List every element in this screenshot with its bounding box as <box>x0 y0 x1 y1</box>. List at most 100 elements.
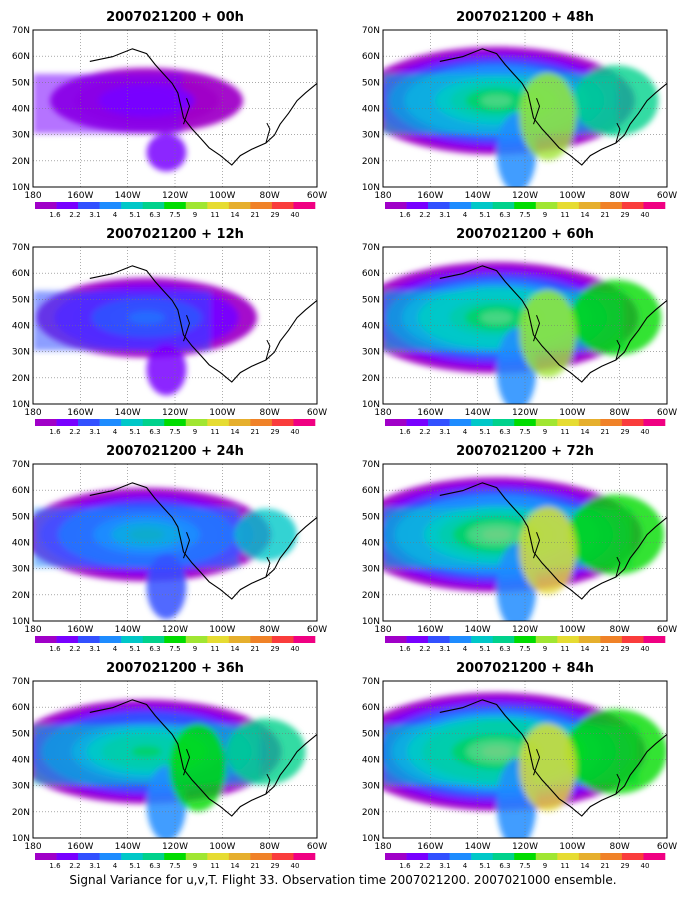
lon-tick-label: 140W <box>465 408 491 418</box>
colorbar-label: 21 <box>251 211 260 219</box>
lat-tick-label: 30N <box>12 782 30 792</box>
map-frame <box>382 463 668 622</box>
colorbar-label: 29 <box>271 211 280 219</box>
lon-tick-label: 60W <box>307 191 327 201</box>
colorbar-swatch <box>121 419 143 426</box>
colorbar-swatch <box>185 636 208 643</box>
lat-tick-label: 10N <box>12 183 30 193</box>
variance-east <box>567 494 665 575</box>
variance-field <box>383 692 667 838</box>
colorbar-swatch <box>250 636 273 643</box>
variance-field <box>33 487 298 620</box>
colorbar-swatch <box>164 202 187 209</box>
colorbar-swatch <box>185 419 208 426</box>
coastline-baja <box>183 315 191 342</box>
variance-field <box>383 46 659 187</box>
coastline <box>89 699 317 817</box>
colorbar-label: 40 <box>641 211 650 219</box>
colorbar-swatch <box>385 419 407 426</box>
colorbar-label: 29 <box>271 428 280 436</box>
colorbar-label: 7.5 <box>519 211 530 219</box>
lon-tick-label: 100W <box>559 625 585 635</box>
colorbar-label: 7.5 <box>519 862 530 870</box>
colorbar-label: 3.1 <box>439 645 450 653</box>
colorbar-swatch <box>492 636 515 643</box>
colorbar-label: 4 <box>463 211 468 219</box>
coastline-florida <box>615 339 621 361</box>
variance-field <box>383 477 665 621</box>
lon-tick-label: 60W <box>657 191 677 201</box>
coastline-florida <box>615 773 621 795</box>
coastline-florida <box>265 556 271 578</box>
colorbar-label: 21 <box>601 211 610 219</box>
panel-title: 2007021200 + 00h <box>106 10 244 25</box>
colorbar-label: 11 <box>211 862 220 870</box>
colorbar-label: 6.3 <box>499 645 510 653</box>
colorbar-swatch <box>142 419 165 426</box>
colorbar-swatch <box>207 419 230 426</box>
variance-east <box>226 718 306 785</box>
colorbar-swatch <box>164 636 187 643</box>
lon-tick-label: 180 <box>24 842 41 852</box>
lon-tick-label: 80W <box>609 408 629 418</box>
map-panel-p72: 2007021200 + 72h 10N 20N 30N 40N 50N 60N 70N 180… <box>362 444 677 653</box>
colorbar-swatch <box>449 853 472 860</box>
colorbar-label: 7.5 <box>169 211 180 219</box>
colorbar-swatch <box>35 202 57 209</box>
lat-tick-label: 50N <box>362 295 380 305</box>
colorbar-label: 6.3 <box>149 645 160 653</box>
colorbar-swatch <box>643 202 666 209</box>
colorbar-swatch <box>207 202 230 209</box>
colorbar-swatch <box>271 853 294 860</box>
lon-tick-label: 100W <box>209 842 235 852</box>
map-panel-p36: 2007021200 + 36h 10N 20N 30N 40N 50N 60N 70N 180… <box>12 661 327 870</box>
colorbar-swatch <box>492 853 515 860</box>
colorbar-label: 14 <box>581 862 590 870</box>
map-frame <box>382 246 668 405</box>
map-frame <box>382 680 668 839</box>
colorbar-label: 21 <box>251 428 260 436</box>
colorbar-label: 1.6 <box>49 645 61 653</box>
lat-tick-label: 30N <box>362 782 380 792</box>
colorbar-swatch <box>293 636 316 643</box>
colorbar-label: 5.1 <box>479 862 490 870</box>
map-panel-p84: 2007021200 + 84h 10N 20N 30N 40N 50N 60N 70N 180… <box>362 661 677 870</box>
lon-tick-label: 160W <box>417 625 443 635</box>
colorbar-label: 29 <box>271 645 280 653</box>
colorbar-swatch <box>185 853 208 860</box>
lon-tick-label: 120W <box>162 191 188 201</box>
colorbar-swatch <box>471 419 493 426</box>
colorbar-swatch <box>56 853 79 860</box>
colorbar-swatch <box>621 636 644 643</box>
colorbar-swatch <box>471 636 493 643</box>
map-frame <box>32 246 318 405</box>
map-panel-p24: 2007021200 + 24h 10N 20N 30N 40N 50N 60N 70N 180… <box>12 444 327 653</box>
lat-tick-label: 40N <box>12 105 30 115</box>
map-frame <box>382 29 668 188</box>
colorbar-label: 11 <box>561 862 570 870</box>
variance-core <box>519 506 577 595</box>
colorbar-label: 4 <box>113 211 118 219</box>
colorbar-swatch <box>164 853 187 860</box>
colorbar-label: 40 <box>291 862 300 870</box>
colorbar-swatch <box>385 853 407 860</box>
lon-tick-label: 100W <box>209 191 235 201</box>
lon-tick-label: 180 <box>374 408 391 418</box>
map-frame <box>32 29 318 188</box>
colorbar-swatch <box>56 419 79 426</box>
lon-tick-label: 100W <box>209 625 235 635</box>
colorbar-label: 14 <box>231 645 240 653</box>
panel-title: 2007021200 + 84h <box>456 661 594 676</box>
lon-tick-label: 180 <box>24 191 41 201</box>
lon-tick-label: 180 <box>24 408 41 418</box>
colorbar-swatch <box>514 419 537 426</box>
lon-tick-label: 140W <box>465 625 491 635</box>
colorbar-label: 5.1 <box>479 211 490 219</box>
colorbar-swatch <box>428 419 450 426</box>
colorbar-label: 2.2 <box>69 211 80 219</box>
colorbar-label: 2.2 <box>69 428 80 436</box>
colorbar-swatch <box>35 419 57 426</box>
variance-tongue <box>146 343 187 396</box>
coastline-florida <box>615 556 621 578</box>
lat-tick-label: 10N <box>362 617 380 627</box>
